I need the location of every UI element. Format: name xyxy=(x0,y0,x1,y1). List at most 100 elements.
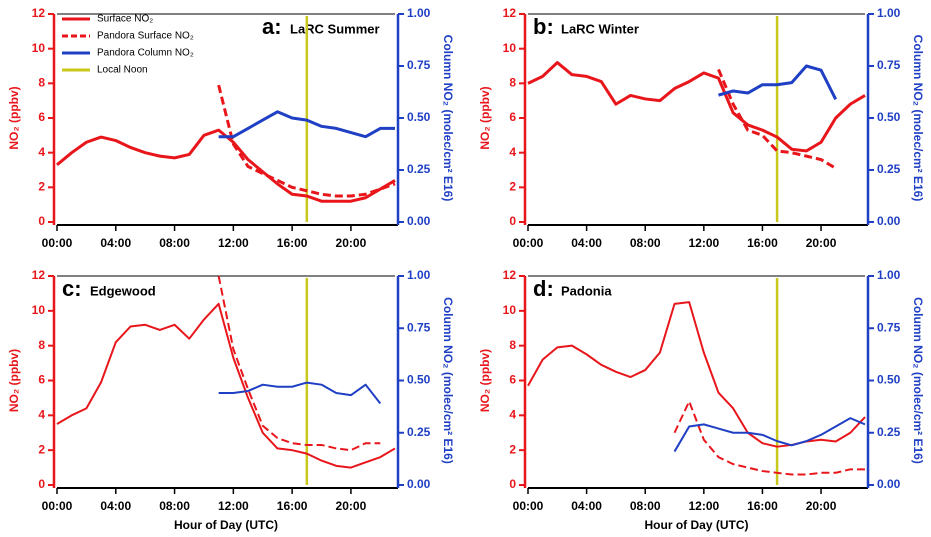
y-tick-label: 12 xyxy=(32,6,46,20)
y-axis-label: NO₂ (ppbv) xyxy=(7,349,21,412)
y-tick-label: 2 xyxy=(509,180,516,194)
legend-label: Local Noon xyxy=(97,65,148,76)
x-tick-label: 08:00 xyxy=(630,499,661,513)
y2-tick-label: 0.00 xyxy=(407,214,431,228)
x-tick-label: 12:00 xyxy=(218,499,249,513)
x-tick-label: 20:00 xyxy=(336,499,367,513)
y2-tick-label: 0.50 xyxy=(407,373,431,387)
y-tick-label: 10 xyxy=(32,41,46,55)
x-tick-label: 16:00 xyxy=(277,499,308,513)
y2-tick-label: 0.50 xyxy=(877,373,901,387)
y-tick-label: 4 xyxy=(509,408,516,422)
y-tick-label: 4 xyxy=(38,408,45,422)
y-tick-label: 10 xyxy=(503,303,517,317)
y2-tick-label: 1.00 xyxy=(877,6,901,20)
panel-title: LaRC Winter xyxy=(561,21,639,36)
x-tick-label: 00:00 xyxy=(513,236,544,250)
y2-tick-label: 0.75 xyxy=(877,320,901,334)
y2-tick-label: 0.50 xyxy=(407,110,431,124)
y-tick-label: 0 xyxy=(509,477,516,491)
y2-axis-label: Column NO₂ (molec/cm² E16) xyxy=(911,35,925,202)
x-tick-label: 12:00 xyxy=(688,499,719,513)
y-tick-label: 6 xyxy=(509,110,516,124)
x-tick-label: 08:00 xyxy=(159,236,190,250)
y-tick-label: 12 xyxy=(32,268,46,282)
series-line xyxy=(673,400,865,476)
x-tick-label: 00:00 xyxy=(513,499,544,513)
y-tick-label: 0 xyxy=(509,214,516,228)
y2-tick-label: 1.00 xyxy=(407,6,431,20)
y2-axis-label: Column NO₂ (molec/cm² E16) xyxy=(911,297,925,464)
y-tick-label: 2 xyxy=(509,442,516,456)
y2-tick-label: 0.75 xyxy=(407,58,431,72)
x-tick-label: 20:00 xyxy=(806,499,837,513)
y-tick-label: 0 xyxy=(38,214,45,228)
x-tick-label: 04:00 xyxy=(100,499,131,513)
series-line xyxy=(527,301,866,448)
x-tick-label: 12:00 xyxy=(218,236,249,250)
x-tick-label: 08:00 xyxy=(630,236,661,250)
panel-title: LaRC Summer xyxy=(290,21,380,36)
x-tick-label: 16:00 xyxy=(747,499,778,513)
legend-label: Pandora Surface NO₂ xyxy=(97,31,194,42)
y-tick-label: 8 xyxy=(509,338,516,352)
panel-label: b: xyxy=(533,14,554,39)
legend-label: Pandora Column NO₂ xyxy=(97,48,194,59)
y2-tick-label: 0.00 xyxy=(877,214,901,228)
panel-title: Padonia xyxy=(561,283,612,298)
series-line xyxy=(718,64,838,100)
y2-axis-label: Column NO₂ (molec/cm² E16) xyxy=(441,35,455,202)
panel-title: Edgewood xyxy=(90,283,156,298)
y-tick-label: 6 xyxy=(38,373,45,387)
x-tick-label: 16:00 xyxy=(747,236,778,250)
y2-tick-label: 0.25 xyxy=(877,162,901,176)
y2-tick-label: 0.75 xyxy=(407,320,431,334)
y-tick-label: 0 xyxy=(38,477,45,491)
panel-label: c: xyxy=(62,276,82,301)
series-line xyxy=(527,61,866,153)
y-tick-label: 8 xyxy=(38,338,45,352)
x-tick-label: 04:00 xyxy=(571,499,602,513)
y-tick-label: 12 xyxy=(503,6,517,20)
y2-tick-label: 0.75 xyxy=(877,58,901,72)
y2-tick-label: 1.00 xyxy=(877,268,901,282)
series-line xyxy=(717,68,837,170)
y-axis-label: NO₂ (ppbv) xyxy=(7,86,21,149)
x-tick-label: 04:00 xyxy=(100,236,131,250)
y-axis-label: NO₂ (ppbv) xyxy=(478,86,492,149)
x-axis-label: Hour of Day (UTC) xyxy=(645,518,749,532)
y2-tick-label: 0.50 xyxy=(877,110,901,124)
series-line xyxy=(218,110,395,139)
series-line xyxy=(218,381,382,405)
y-tick-label: 2 xyxy=(38,442,45,456)
y2-tick-label: 0.25 xyxy=(407,162,431,176)
y-tick-label: 6 xyxy=(509,373,516,387)
x-tick-label: 04:00 xyxy=(571,236,602,250)
panel-label: d: xyxy=(533,276,554,301)
y-tick-label: 6 xyxy=(38,110,45,124)
x-tick-label: 20:00 xyxy=(806,236,837,250)
y-tick-label: 8 xyxy=(38,76,45,90)
x-axis-label: Hour of Day (UTC) xyxy=(174,518,278,532)
y2-tick-label: 0.25 xyxy=(877,425,901,439)
y-tick-label: 10 xyxy=(503,41,517,55)
y-tick-label: 4 xyxy=(38,145,45,159)
y2-axis-label: Column NO₂ (molec/cm² E16) xyxy=(441,297,455,464)
y-axis-label: NO₂ (ppbv) xyxy=(478,349,492,412)
y-tick-label: 12 xyxy=(503,268,517,282)
y2-tick-label: 0.00 xyxy=(407,477,431,491)
x-tick-label: 00:00 xyxy=(42,499,73,513)
series-line xyxy=(673,417,866,453)
legend-label: Surface NO₂ xyxy=(97,14,153,25)
series-line xyxy=(56,302,396,469)
series-line xyxy=(56,128,396,203)
y-tick-label: 8 xyxy=(509,76,516,90)
x-tick-label: 08:00 xyxy=(159,499,190,513)
y-tick-label: 2 xyxy=(38,180,45,194)
series-line xyxy=(217,275,381,452)
x-tick-label: 20:00 xyxy=(336,236,367,250)
x-tick-label: 16:00 xyxy=(277,236,308,250)
panel-label: a: xyxy=(262,14,282,39)
y2-tick-label: 0.25 xyxy=(407,425,431,439)
